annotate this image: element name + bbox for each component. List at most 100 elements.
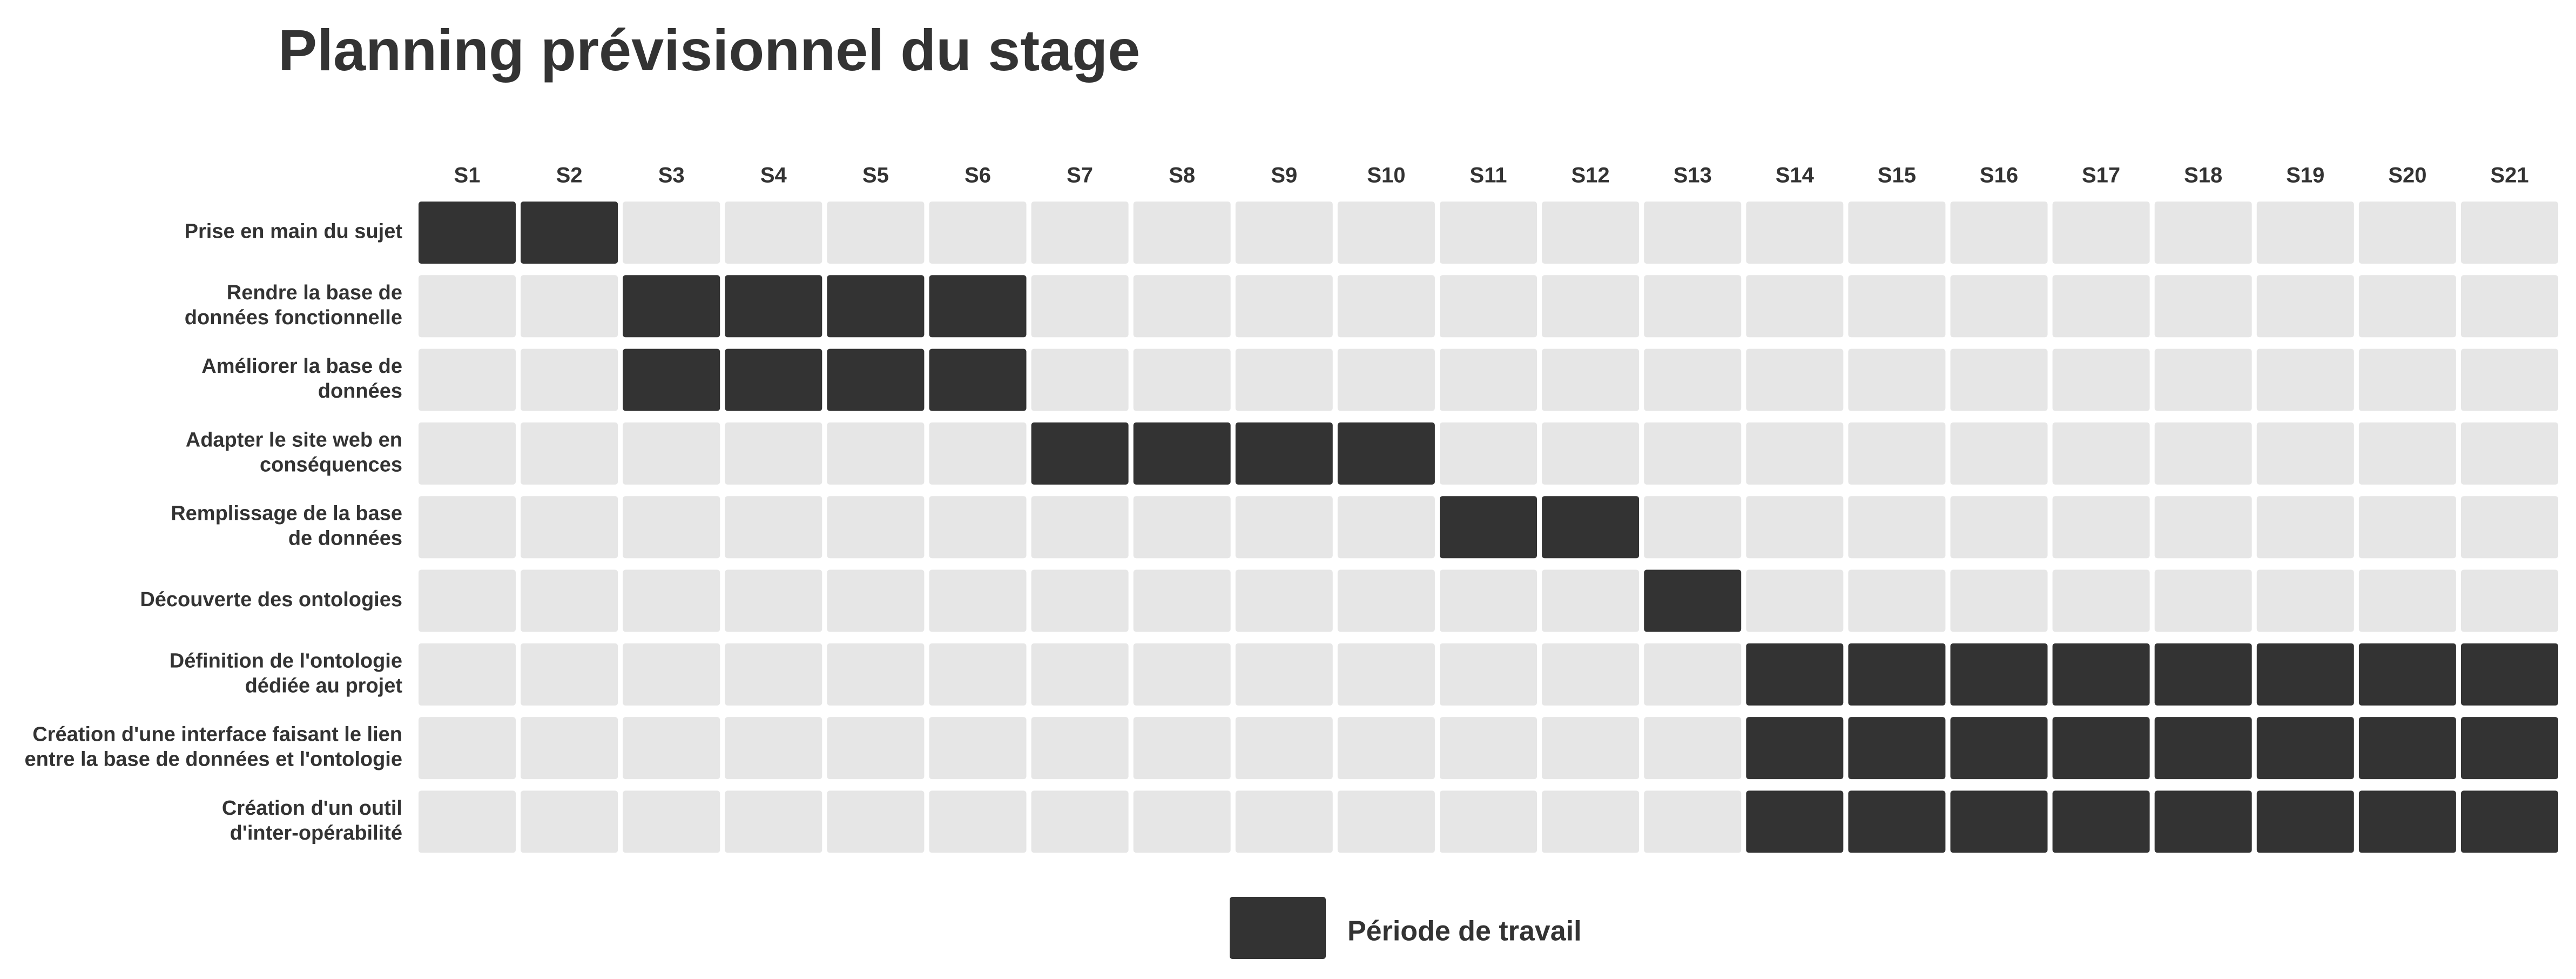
week-label: S17: [2082, 164, 2120, 187]
gantt-cell-active: [2256, 643, 2354, 706]
week-label: S13: [1674, 164, 1712, 187]
gantt-cell-empty: [1337, 496, 1435, 559]
gantt-cell-empty: [1031, 717, 1129, 780]
gantt-cell-active: [1950, 717, 2048, 780]
gantt-cell-empty: [1644, 422, 1742, 485]
gantt-cell-empty: [1235, 569, 1333, 632]
gantt-cell-active: [1746, 717, 1844, 780]
week-label: S7: [1067, 164, 1093, 187]
gantt-cell-empty: [2052, 422, 2150, 485]
gantt-cell-empty: [1746, 348, 1844, 411]
gantt-cell-empty: [1440, 348, 1537, 411]
gantt-cell-active: [1848, 717, 1946, 780]
task-label: Améliorer la base de: [201, 355, 402, 378]
gantt-cell-empty: [1031, 643, 1129, 706]
gantt-cell-empty: [2154, 496, 2252, 559]
task-label: de données: [288, 527, 402, 550]
gantt-cell-empty: [1235, 496, 1333, 559]
gantt-cell-active: [2256, 717, 2354, 780]
gantt-cell-empty: [419, 275, 516, 338]
gantt-cell-active: [1440, 496, 1537, 559]
gantt-cell-empty: [2154, 275, 2252, 338]
gantt-cell-empty: [1235, 202, 1333, 264]
gantt-cell-empty: [1440, 643, 1537, 706]
gantt-cell-empty: [1542, 569, 1640, 632]
gantt-cell-empty: [623, 569, 720, 632]
gantt-cell-empty: [623, 422, 720, 485]
gantt-cell-active: [725, 275, 822, 338]
gantt-cell-empty: [929, 717, 1027, 780]
gantt-cell-empty: [1337, 348, 1435, 411]
gantt-cell-active: [2461, 643, 2558, 706]
gantt-cell-active: [827, 348, 925, 411]
gantt-cell-empty: [1542, 790, 1640, 853]
gantt-cell-empty: [1644, 496, 1742, 559]
gantt-cell-empty: [419, 496, 516, 559]
gantt-cell-empty: [419, 643, 516, 706]
gantt-cell-empty: [419, 790, 516, 853]
gantt-cell-empty: [1440, 790, 1537, 853]
gantt-cell-active: [1950, 790, 2048, 853]
task-label: Prise en main du sujet: [185, 220, 403, 243]
gantt-cell-empty: [1950, 348, 2048, 411]
gantt-cell-empty: [2154, 202, 2252, 264]
week-labels: S1 S2 S3 S4 S5 S6 S7 S8 S9 S10 S11 S12 S13 S14 S15 S16 S…: [454, 164, 2529, 187]
gantt-cell-empty: [1133, 643, 1231, 706]
gantt-cell-empty: [1440, 717, 1537, 780]
gantt-cell-empty: [2256, 275, 2354, 338]
gantt-cell-empty: [1950, 422, 2048, 485]
gantt-cell-empty: [1848, 569, 1946, 632]
gantt-cell-active: [521, 202, 618, 264]
gantt-cell-empty: [623, 790, 720, 853]
gantt-cell-empty: [2461, 496, 2558, 559]
gantt-cell-empty: [2358, 348, 2456, 411]
gantt-cell-empty: [1235, 643, 1333, 706]
gantt-cell-active: [623, 348, 720, 411]
gantt-cell-empty: [1746, 496, 1844, 559]
gantt-cell-empty: [2256, 569, 2354, 632]
task-label: Remplissage de la base: [171, 502, 402, 525]
gantt-cell-empty: [1950, 202, 2048, 264]
gantt-cell-empty: [1542, 643, 1640, 706]
gantt-cell-empty: [1133, 717, 1231, 780]
gantt-cell-empty: [725, 643, 822, 706]
task-label: Définition de l'ontologie: [170, 649, 402, 672]
gantt-cell-empty: [827, 569, 925, 632]
week-label: S14: [1776, 164, 1815, 187]
gantt-cell-empty: [1542, 348, 1640, 411]
gantt-cell-empty: [2461, 569, 2558, 632]
gantt-cell-empty: [1542, 717, 1640, 780]
gantt-cell-empty: [1746, 202, 1844, 264]
task-label: Découverte des ontologies: [140, 588, 402, 611]
gantt-cell-empty: [2461, 202, 2558, 264]
gantt-cell-empty: [929, 643, 1027, 706]
gantt-cell-empty: [725, 496, 822, 559]
gantt-cell-empty: [623, 643, 720, 706]
gantt-cell-empty: [1337, 643, 1435, 706]
gantt-cell-empty: [521, 496, 618, 559]
task-label: entre la base de données et l'ontologie: [24, 748, 402, 771]
gantt-cell-empty: [521, 569, 618, 632]
gantt-cell-empty: [1848, 275, 1946, 338]
gantt-cell-empty: [1133, 496, 1231, 559]
gantt-cell-active: [419, 202, 516, 264]
gantt-cell-empty: [2052, 348, 2150, 411]
gantt-cell-active: [929, 275, 1027, 338]
gantt-cell-empty: [2256, 422, 2354, 485]
gantt-cell-empty: [2154, 569, 2252, 632]
gantt-cell-active: [2358, 717, 2456, 780]
gantt-cell-empty: [1950, 275, 2048, 338]
gantt-cell-empty: [1848, 496, 1946, 559]
gantt-cell-active: [1644, 569, 1742, 632]
gantt-cell-empty: [1133, 790, 1231, 853]
gantt-cell-active: [1542, 496, 1640, 559]
gantt-cell-empty: [419, 569, 516, 632]
gantt-cell-empty: [1746, 275, 1844, 338]
gantt-cell-empty: [827, 422, 925, 485]
gantt-cell-empty: [2154, 422, 2252, 485]
week-label: S9: [1271, 164, 1297, 187]
gantt-cell-empty: [1133, 569, 1231, 632]
gantt-cell-empty: [1031, 569, 1129, 632]
gantt-cell-active: [2461, 717, 2558, 780]
